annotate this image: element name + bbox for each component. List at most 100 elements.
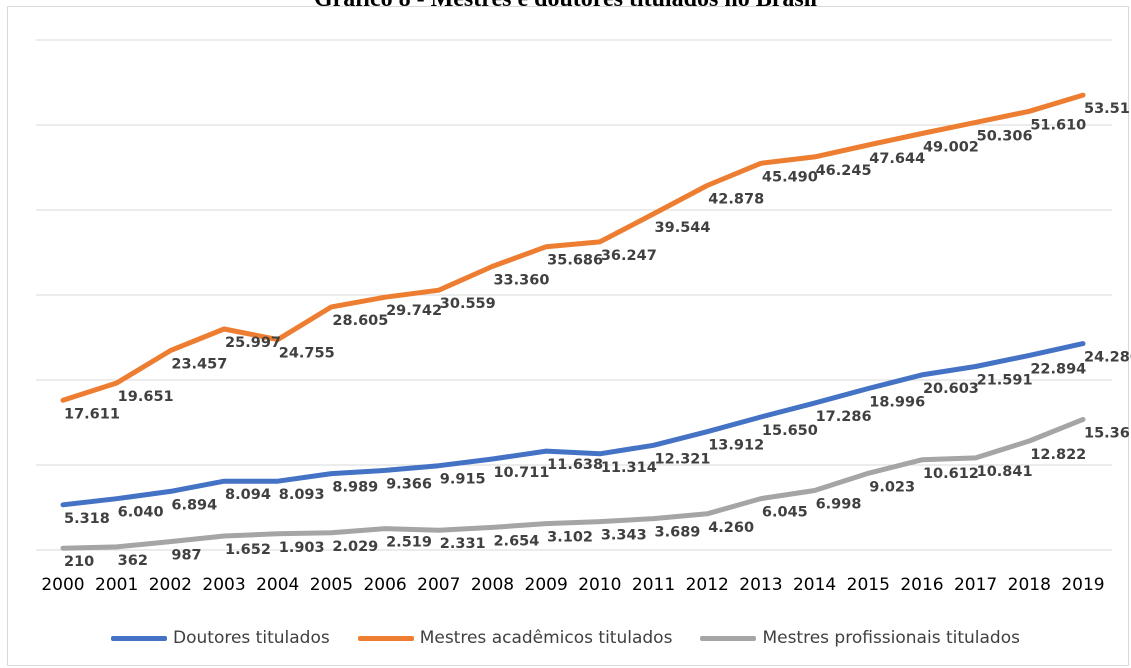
data-label-doutores: 21.591: [977, 372, 1033, 388]
data-label-doutores: 10.711: [493, 465, 549, 481]
x-tick-label: 2001: [95, 575, 138, 595]
data-label-mestres-profissionais: 10.841: [977, 464, 1033, 480]
x-tick-label: 2017: [954, 575, 997, 595]
legend: Doutores titulados Mestres acadêmicos ti…: [0, 628, 1131, 648]
chart-frame: [7, 6, 1129, 666]
x-tick-label: 2012: [686, 575, 729, 595]
data-label-mestres-academicos: 35.686: [547, 253, 603, 269]
series-line-doutores: [60, 341, 1086, 508]
chart-title: Gráfico 8 - Mestres e doutores titulados…: [0, 0, 1131, 13]
data-label-doutores: 8.094: [225, 487, 271, 503]
data-label-mestres-academicos: 46.245: [816, 163, 872, 179]
data-label-mestres-academicos: 45.490: [762, 169, 818, 185]
data-label-mestres-academicos: 30.559: [440, 296, 496, 312]
x-tick-label: 2002: [149, 575, 192, 595]
x-tick-label: 2008: [471, 575, 514, 595]
data-label-mestres-academicos: 17.611: [64, 406, 120, 422]
legend-label: Mestres acadêmicos titulados: [419, 628, 673, 648]
x-tick-label: 2019: [1061, 575, 1104, 595]
x-tick-label: 2013: [739, 575, 782, 595]
data-label-mestres-profissionais: 9.023: [869, 479, 915, 495]
data-label-mestres-profissionais: 987: [171, 548, 201, 564]
legend-swatch: [700, 635, 757, 641]
x-tick-label: 2005: [310, 575, 353, 595]
data-label-mestres-profissionais: 4.260: [708, 520, 754, 536]
data-label-mestres-academicos: 51.610: [1030, 117, 1086, 133]
legend-item-doutores: Doutores titulados: [111, 628, 330, 648]
data-label-doutores: 18.996: [869, 395, 925, 411]
x-tick-label: 2016: [900, 575, 943, 595]
data-label-doutores: 13.912: [708, 438, 764, 454]
x-tick-label: 2015: [847, 575, 890, 595]
x-tick-label: 2011: [632, 575, 675, 595]
x-tick-label: 2000: [41, 575, 84, 595]
data-label-mestres-academicos: 36.247: [601, 248, 657, 264]
x-tick-label: 2007: [417, 575, 460, 595]
data-label-doutores: 15.650: [762, 423, 818, 439]
data-label-mestres-academicos: 24.755: [279, 346, 335, 362]
data-label-mestres-profissionais: 210: [64, 554, 94, 570]
data-label-doutores: 8.093: [279, 487, 325, 503]
data-label-mestres-profissionais: 1.903: [279, 540, 325, 556]
data-label-mestres-profissionais: 1.652: [225, 542, 271, 558]
data-label-mestres-profissionais: 362: [118, 553, 148, 569]
data-label-mestres-profissionais: 2.029: [332, 539, 378, 555]
data-label-doutores: 8.989: [332, 480, 378, 496]
data-label-mestres-academicos: 39.544: [655, 220, 711, 236]
legend-item-mestres-academicos: Mestres acadêmicos titulados: [357, 628, 673, 648]
data-label-mestres-academicos: 50.306: [977, 128, 1033, 144]
data-label-mestres-academicos: 53.515: [1084, 101, 1131, 117]
legend-swatch: [111, 635, 168, 641]
data-label-mestres-academicos: 42.878: [708, 192, 764, 208]
data-label-mestres-profissionais: 3.689: [655, 525, 701, 541]
x-tick-label: 2009: [525, 575, 568, 595]
series-line-mestres-profissionais: [60, 416, 1086, 551]
legend-swatch: [357, 635, 414, 641]
data-label-mestres-academicos: 33.360: [493, 272, 549, 288]
series-line-mestres-academicos: [60, 92, 1086, 403]
x-tick-label: 2010: [578, 575, 621, 595]
data-label-doutores: 9.366: [386, 476, 432, 492]
data-label-mestres-academicos: 23.457: [171, 357, 227, 373]
x-tick-label: 2006: [363, 575, 406, 595]
data-label-mestres-profissionais: 2.519: [386, 535, 432, 551]
gridlines: [36, 39, 1112, 551]
data-label-doutores: 11.638: [547, 457, 603, 473]
data-label-doutores: 17.286: [816, 409, 872, 425]
data-label-mestres-profissionais: 2.654: [493, 533, 539, 549]
x-tick-label: 2014: [793, 575, 836, 595]
data-label-mestres-academicos: 29.742: [386, 303, 442, 319]
data-label-mestres-profissionais: 10.612: [923, 466, 979, 482]
data-label-mestres-academicos: 49.002: [923, 139, 979, 155]
data-label-mestres-profissionais: 15.362: [1084, 425, 1131, 441]
x-tick-label: 2018: [1008, 575, 1051, 595]
data-label-mestres-profissionais: 6.998: [816, 497, 862, 513]
x-tick-label: 2004: [256, 575, 299, 595]
x-tick-label: 2003: [202, 575, 245, 595]
data-label-doutores: 6.894: [171, 497, 217, 513]
data-label-doutores: 12.321: [655, 451, 711, 467]
data-label-doutores: 5.318: [64, 511, 110, 527]
data-label-doutores: 11.314: [601, 460, 657, 476]
data-label-mestres-profissionais: 12.822: [1030, 447, 1086, 463]
data-label-mestres-profissionais: 6.045: [762, 505, 808, 521]
data-labels: 5.318 6.040 6.894 8.094 8.093 8.989 9.366 9.915…: [64, 101, 1131, 570]
series-lines: [60, 92, 1086, 551]
data-label-mestres-academicos: 28.605: [332, 313, 388, 329]
legend-item-mestres-profissionais: Mestres profissionais titulados: [700, 628, 1020, 648]
data-label-doutores: 6.040: [118, 505, 164, 521]
data-label-doutores: 20.603: [923, 381, 979, 397]
data-label-mestres-academicos: 25.997: [225, 335, 281, 351]
data-label-mestres-profissionais: 3.343: [601, 528, 647, 544]
line-chart: 5.318 6.040 6.894 8.094 8.093 8.989 9.366 9.915…: [36, 39, 1131, 595]
data-label-mestres-profissionais: 2.331: [440, 536, 486, 552]
x-axis-ticks: 2000 2001 2002 2003 2004 2005 2006 2007 2008 2009…: [41, 575, 1104, 595]
data-label-doutores: 22.894: [1030, 361, 1086, 377]
data-label-doutores: 9.915: [440, 472, 486, 488]
data-label-mestres-academicos: 19.651: [118, 389, 174, 405]
legend-label: Doutores titulados: [173, 628, 330, 648]
legend-label: Mestres profissionais titulados: [762, 628, 1020, 648]
data-label-mestres-profissionais: 3.102: [547, 530, 593, 546]
data-label-mestres-academicos: 47.644: [869, 151, 925, 167]
data-label-doutores: 24.280: [1084, 350, 1131, 366]
